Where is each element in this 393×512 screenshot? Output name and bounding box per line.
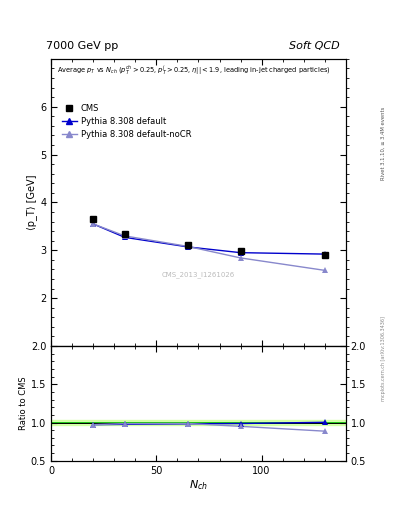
Bar [51, 420, 346, 425]
Y-axis label: Ratio to CMS: Ratio to CMS [19, 376, 28, 430]
Text: mcplots.cern.ch [arXiv:1306.3436]: mcplots.cern.ch [arXiv:1306.3436] [381, 316, 386, 401]
Text: Rivet 3.1.10, ≥ 3.4M events: Rivet 3.1.10, ≥ 3.4M events [381, 106, 386, 180]
Y-axis label: ⟨p_T⟩ [GeV]: ⟨p_T⟩ [GeV] [26, 175, 37, 230]
Legend: CMS, Pythia 8.308 default, Pythia 8.308 default-noCR: CMS, Pythia 8.308 default, Pythia 8.308 … [58, 100, 195, 142]
Text: CMS_2013_I1261026: CMS_2013_I1261026 [162, 271, 235, 278]
X-axis label: $N_{ch}$: $N_{ch}$ [189, 478, 208, 492]
Text: Soft QCD: Soft QCD [289, 41, 340, 51]
Text: Average $p_T$ vs $N_{ch}$ ($p_T^{ch}>$0.25, $p_T^j>$0.25, $\eta||<$1.9, leading : Average $p_T$ vs $N_{ch}$ ($p_T^{ch}>$0.… [57, 63, 331, 77]
Text: 7000 GeV pp: 7000 GeV pp [46, 41, 119, 51]
